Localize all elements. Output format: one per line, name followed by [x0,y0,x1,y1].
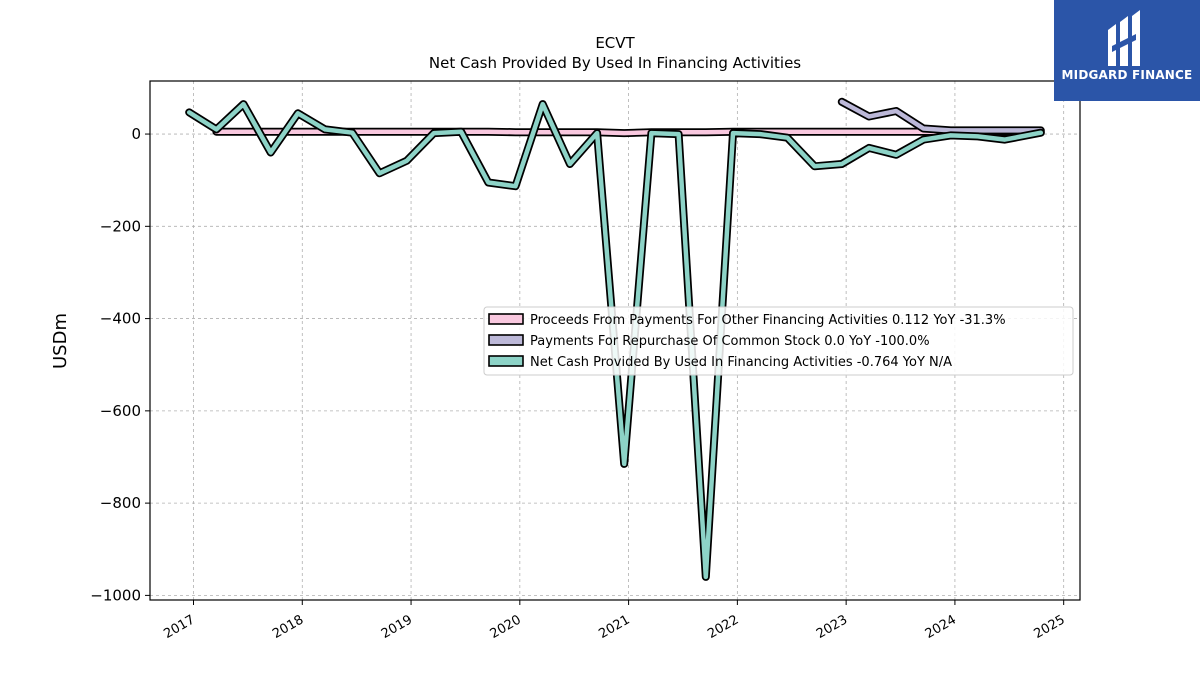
logo-mark-icon [1108,10,1140,66]
series-2-stroke [186,101,1044,580]
x-tick-label: 2025 [1032,612,1068,642]
legend-swatch-1 [488,334,524,346]
x-tick-label: 2022 [705,612,741,642]
x-tick-label: 2019 [379,612,415,642]
legend-label-2: Net Cash Provided By Used In Financing A… [530,355,952,370]
series-1-line [837,97,1045,135]
x-tick-label: 2017 [161,612,197,642]
x-tick-label: 2024 [923,612,959,642]
legend-swatch-0 [488,313,524,325]
y-tick-label: −800 [100,494,141,512]
y-tick-label: −200 [100,217,141,235]
brand-logo: MIDGARD FINANCE [1054,0,1200,101]
x-tick-label: 2020 [488,612,524,642]
chart-subtitle: Net Cash Provided By Used In Financing A… [429,54,801,72]
series-1-stroke [839,99,1044,133]
y-tick-label: 0 [131,125,141,143]
legend-label-1: Payments For Repurchase Of Common Stock … [530,334,930,349]
legend-label-0: Proceeds From Payments For Other Financi… [530,313,1006,328]
x-tick-label: 2021 [596,612,632,642]
x-tick-label: 2018 [270,612,306,642]
series-layer [185,97,1045,581]
axes: 0 −200 −400 −600 −800 −1000 2017 2018 2019 2020 20… [90,125,1067,642]
series-2-line [185,100,1045,581]
logo-text: MIDGARD FINANCE [1061,68,1193,82]
legend-box [483,306,1074,376]
legend-swatch-2 [488,355,524,367]
x-tick-label: 2023 [814,612,850,642]
y-tick-label: −1000 [90,586,141,604]
y-tick-label: −600 [100,402,141,420]
plot-frame [149,80,1081,601]
y-tick-label: −400 [100,310,141,328]
chart-title: ECVT [595,34,635,52]
y-axis-label: USDm [50,313,71,369]
legend: Proceeds From Payments For Other Financi… [483,306,1074,376]
